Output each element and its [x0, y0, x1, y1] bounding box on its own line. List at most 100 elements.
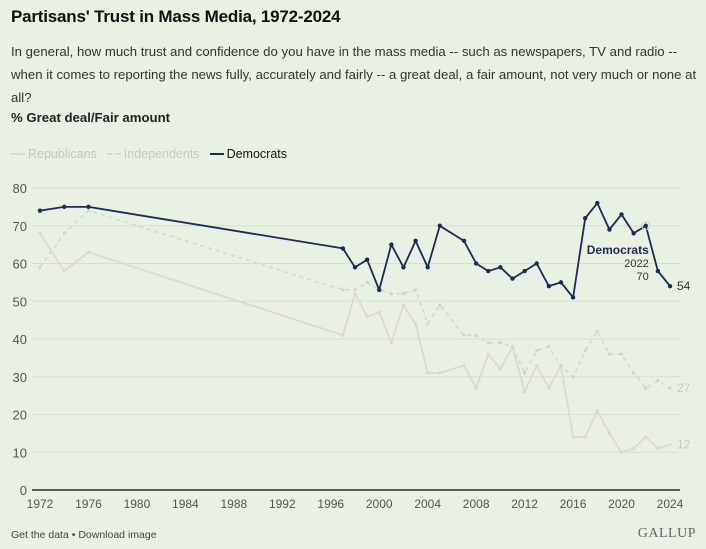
data-point-republicans [462, 363, 466, 368]
data-point-democrats [546, 283, 552, 289]
data-point-democrats [595, 200, 600, 206]
data-point-republicans [607, 431, 612, 435]
series-lines [37, 200, 673, 454]
data-point-republicans [571, 435, 575, 439]
x-tick-label: 2004 [414, 497, 441, 511]
data-point-independents [498, 341, 502, 345]
data-point-democrats [352, 265, 358, 270]
data-point-independents [583, 348, 587, 352]
data-point-democrats [582, 216, 588, 221]
data-point-democrats [340, 246, 346, 251]
data-point-democrats [473, 261, 479, 266]
annotation-value: 70 [637, 271, 649, 283]
data-point-republicans [656, 446, 660, 451]
gallup-logo: GALLUP [637, 526, 696, 541]
data-point-republicans [595, 409, 599, 413]
series-line-democrats [39, 202, 671, 299]
x-tick-label: 2000 [366, 497, 393, 511]
data-point-independents [632, 371, 636, 375]
data-point-independents [426, 322, 430, 326]
data-point-republicans [365, 314, 369, 318]
legend-item-democrats[interactable]: Democrats [209, 147, 287, 161]
y-tick-label: 80 [13, 181, 27, 196]
x-tick-label: 1996 [317, 497, 344, 511]
download-image-link[interactable]: Download image [78, 529, 157, 541]
y-tick-label: 60 [13, 257, 27, 272]
x-tick-label: 1992 [269, 497, 296, 511]
legend-item-independents[interactable]: Independents [106, 147, 200, 161]
x-tick-label: 2012 [511, 497, 538, 511]
data-point-independents [656, 378, 660, 383]
data-point-democrats [389, 242, 394, 247]
data-point-republicans [668, 443, 672, 447]
data-point-independents [595, 329, 599, 334]
data-point-independents [547, 344, 551, 349]
data-point-republicans [38, 231, 42, 235]
series-line-independents [39, 209, 671, 390]
data-point-republicans [389, 341, 393, 345]
x-tick-label: 2008 [463, 497, 490, 511]
series-line-republicans [39, 232, 671, 454]
data-point-republicans [486, 352, 490, 356]
legend-swatch-independents [106, 153, 121, 155]
data-point-independents [535, 348, 539, 352]
data-point-independents [365, 280, 369, 284]
data-point-independents [401, 292, 406, 296]
data-point-republicans [413, 322, 418, 326]
data-point-democrats [437, 223, 443, 228]
x-tick-label: 1984 [172, 497, 199, 511]
data-point-independents [523, 371, 527, 375]
legend-item-republicans[interactable]: Republicans [11, 147, 97, 161]
legend-label: Democrats [226, 147, 287, 161]
x-tick-label: 1980 [124, 497, 151, 511]
gridlines [32, 187, 680, 491]
data-point-democrats [498, 265, 503, 270]
y-tick-label: 70 [13, 219, 27, 234]
data-point-democrats [401, 265, 406, 270]
data-point-democrats [655, 268, 661, 274]
data-point-republicans [426, 371, 430, 375]
data-point-republicans [62, 269, 66, 273]
data-point-republicans [474, 386, 478, 390]
measure-label: % Great deal/Fair amount [11, 110, 171, 125]
data-point-republicans [401, 303, 406, 307]
data-point-independents [86, 209, 91, 213]
x-tick-label: 1972 [27, 497, 54, 511]
data-point-independents [668, 386, 672, 390]
data-point-republicans [523, 390, 527, 394]
annotation-marker [641, 221, 651, 231]
footer-separator: • [71, 529, 76, 541]
x-axis-ticks: 1972 1976 1980 1984 1988 1992 1996 2000 2004 2008… [27, 497, 684, 511]
chart-subtitle: In general, how much trust and confidenc… [11, 44, 697, 105]
data-point-democrats [37, 208, 43, 213]
data-point-democrats [425, 265, 430, 270]
data-point-republicans [438, 371, 442, 375]
data-point-republicans [632, 446, 636, 451]
data-point-republicans [341, 333, 345, 337]
x-tick-label: 2024 [657, 497, 684, 511]
data-point-democrats [570, 295, 576, 300]
legend-label: Republicans [28, 147, 97, 161]
data-point-democrats [413, 238, 418, 244]
y-tick-label: 40 [13, 332, 27, 347]
data-point-independents [644, 386, 648, 390]
x-tick-label: 1988 [220, 497, 247, 511]
data-point-independents [486, 341, 490, 345]
data-point-independents [341, 288, 345, 292]
y-tick-label: 20 [13, 408, 27, 423]
data-point-democrats [86, 204, 91, 210]
y-tick-label: 0 [20, 483, 27, 498]
data-point-independents [389, 292, 393, 296]
get-data-link[interactable]: Get the data [11, 529, 69, 541]
y-tick-label: 50 [13, 294, 27, 309]
end-label-independents: 27 [677, 381, 691, 395]
data-point-independents [62, 231, 66, 235]
legend-label: Independents [123, 147, 200, 161]
footer-links: Get the data • Download image [11, 529, 157, 541]
data-point-republicans [535, 363, 539, 368]
data-point-democrats [643, 223, 648, 228]
data-point-democrats [510, 276, 515, 281]
y-tick-label: 30 [13, 370, 27, 385]
data-point-independents [38, 265, 42, 269]
